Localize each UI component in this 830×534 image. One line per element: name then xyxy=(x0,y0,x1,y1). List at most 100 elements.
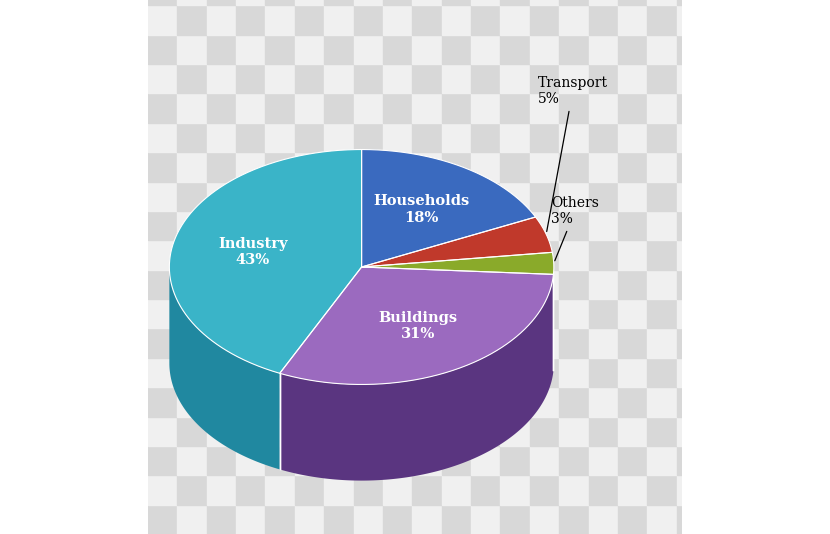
Bar xyxy=(471,299,500,328)
Bar xyxy=(413,475,442,505)
Bar xyxy=(618,387,647,417)
Bar xyxy=(236,299,266,328)
Bar xyxy=(413,240,442,270)
Bar xyxy=(148,328,178,358)
Bar xyxy=(178,123,207,152)
Bar xyxy=(383,505,413,534)
Bar xyxy=(148,299,178,328)
Bar xyxy=(207,505,236,534)
Bar xyxy=(325,93,354,123)
Bar xyxy=(559,0,588,5)
Bar xyxy=(676,182,706,211)
Bar xyxy=(325,64,354,93)
Bar xyxy=(266,299,295,328)
Bar xyxy=(178,0,207,5)
Bar xyxy=(588,211,618,240)
Bar xyxy=(588,5,618,35)
Bar xyxy=(236,211,266,240)
Bar xyxy=(413,152,442,182)
Bar xyxy=(471,0,500,5)
Bar xyxy=(325,182,354,211)
Bar xyxy=(618,0,647,5)
Bar xyxy=(236,417,266,446)
Bar xyxy=(236,152,266,182)
Bar xyxy=(559,64,588,93)
Bar xyxy=(530,5,559,35)
Bar xyxy=(442,446,471,475)
Bar xyxy=(442,387,471,417)
Bar xyxy=(618,35,647,64)
Bar xyxy=(354,152,383,182)
Bar xyxy=(266,0,295,5)
Bar xyxy=(500,387,530,417)
Bar xyxy=(500,211,530,240)
Text: Industry
43%: Industry 43% xyxy=(218,237,287,267)
Bar xyxy=(588,358,618,387)
Bar xyxy=(236,182,266,211)
Bar xyxy=(618,505,647,534)
Bar xyxy=(706,211,735,240)
Bar xyxy=(207,475,236,505)
Bar xyxy=(207,93,236,123)
Bar xyxy=(500,358,530,387)
Bar xyxy=(354,182,383,211)
Bar xyxy=(559,505,588,534)
Bar xyxy=(618,358,647,387)
Polygon shape xyxy=(169,150,362,373)
Bar xyxy=(325,270,354,299)
Bar xyxy=(559,358,588,387)
Bar xyxy=(178,328,207,358)
Bar xyxy=(178,240,207,270)
Bar xyxy=(530,505,559,534)
Bar xyxy=(500,417,530,446)
Bar xyxy=(471,270,500,299)
Bar xyxy=(266,182,295,211)
Bar xyxy=(500,240,530,270)
Bar xyxy=(676,152,706,182)
Bar xyxy=(647,93,676,123)
Bar xyxy=(588,505,618,534)
Bar xyxy=(500,0,530,5)
Bar xyxy=(266,358,295,387)
Bar xyxy=(236,505,266,534)
Bar xyxy=(383,93,413,123)
Bar xyxy=(618,446,647,475)
Bar xyxy=(442,35,471,64)
Bar xyxy=(236,328,266,358)
Bar xyxy=(266,446,295,475)
Bar xyxy=(647,123,676,152)
Bar xyxy=(676,446,706,475)
Bar xyxy=(588,270,618,299)
Text: Others
3%: Others 3% xyxy=(551,196,599,261)
Bar xyxy=(295,35,325,64)
Bar xyxy=(207,182,236,211)
Bar xyxy=(676,358,706,387)
Bar xyxy=(706,5,735,35)
Bar xyxy=(383,446,413,475)
Bar xyxy=(178,182,207,211)
Bar xyxy=(559,417,588,446)
Text: Households
18%: Households 18% xyxy=(374,194,470,225)
Bar xyxy=(148,417,178,446)
Bar xyxy=(559,35,588,64)
Bar xyxy=(618,417,647,446)
Bar xyxy=(354,505,383,534)
Bar xyxy=(266,240,295,270)
Bar xyxy=(178,417,207,446)
Bar xyxy=(500,123,530,152)
Bar xyxy=(647,417,676,446)
Bar xyxy=(236,64,266,93)
Bar xyxy=(588,446,618,475)
Bar xyxy=(588,328,618,358)
Bar xyxy=(295,446,325,475)
Bar xyxy=(148,358,178,387)
Bar xyxy=(295,299,325,328)
Bar xyxy=(383,417,413,446)
Bar xyxy=(266,123,295,152)
Bar xyxy=(530,270,559,299)
Bar xyxy=(676,475,706,505)
Bar xyxy=(618,475,647,505)
Bar xyxy=(706,446,735,475)
Bar xyxy=(500,93,530,123)
Bar xyxy=(676,299,706,328)
